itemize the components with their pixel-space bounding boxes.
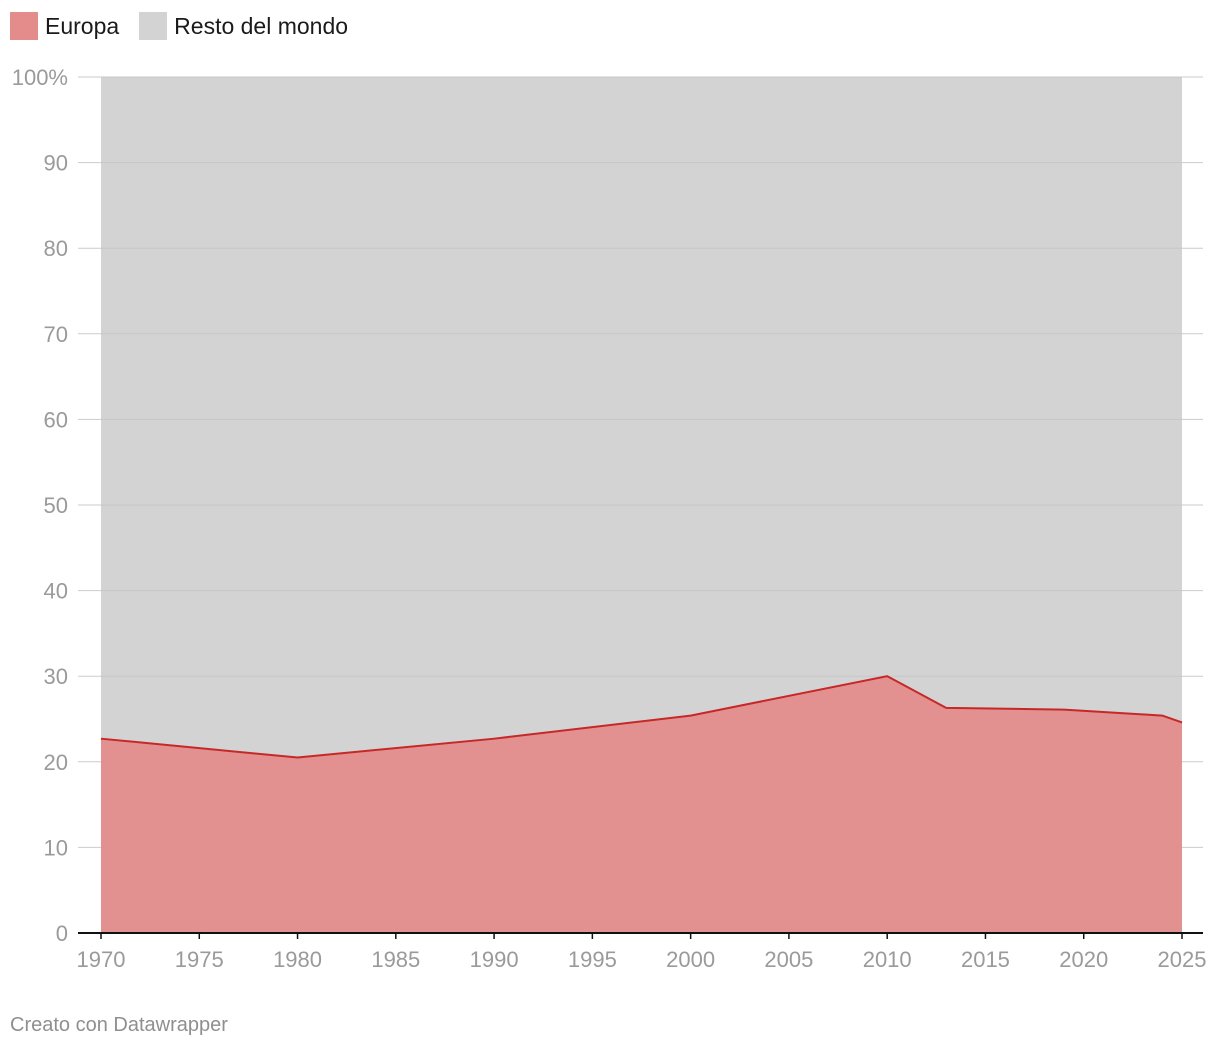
y-tick-label: 10 xyxy=(44,835,68,860)
y-tick-label: 60 xyxy=(44,407,68,432)
y-tick-label: 0 xyxy=(56,921,68,946)
y-tick-label: 20 xyxy=(44,750,68,775)
x-tick-label: 1985 xyxy=(371,947,420,972)
x-tick-label: 1990 xyxy=(470,947,519,972)
area-chart: 0 10 20 30 40 50 60 70 80 90 100% 1970 1975 1980 1985 1… xyxy=(12,65,1207,972)
x-tick-label: 1970 xyxy=(77,947,126,972)
x-tick-label: 2025 xyxy=(1158,947,1207,972)
y-tick-label: 40 xyxy=(44,579,68,604)
y-tick-label: 50 xyxy=(44,493,68,518)
x-tick-label: 1980 xyxy=(273,947,322,972)
legend-swatch-europa xyxy=(10,12,38,40)
x-tick-label: 1975 xyxy=(175,947,224,972)
legend-swatch-resto-del-mondo xyxy=(139,12,168,40)
y-tick-label: 100% xyxy=(12,65,68,90)
legend-label-resto-del-mondo: Resto del mondo xyxy=(174,12,349,39)
area-europa xyxy=(101,676,1182,933)
x-tick-label: 1995 xyxy=(568,947,617,972)
x-tick-label: 2020 xyxy=(1059,947,1108,972)
legend: Europa Resto del mondo xyxy=(10,12,348,40)
legend-item-resto-del-mondo[interactable]: Resto del mondo xyxy=(139,12,348,40)
legend-label-europa: Europa xyxy=(45,12,120,39)
footer-credit: Creato con Datawrapper xyxy=(10,1014,228,1036)
x-tick-label: 2005 xyxy=(764,947,813,972)
y-tick-label: 90 xyxy=(44,151,68,176)
x-tick-label: 2010 xyxy=(863,947,912,972)
y-tick-label: 70 xyxy=(44,322,68,347)
x-tick-label: 2000 xyxy=(666,947,715,972)
legend-item-europa[interactable]: Europa xyxy=(10,12,119,40)
line-europa xyxy=(100,675,1183,759)
y-tick-label: 80 xyxy=(44,236,68,261)
x-tick-label: 2015 xyxy=(961,947,1010,972)
y-tick-label: 30 xyxy=(44,664,68,689)
